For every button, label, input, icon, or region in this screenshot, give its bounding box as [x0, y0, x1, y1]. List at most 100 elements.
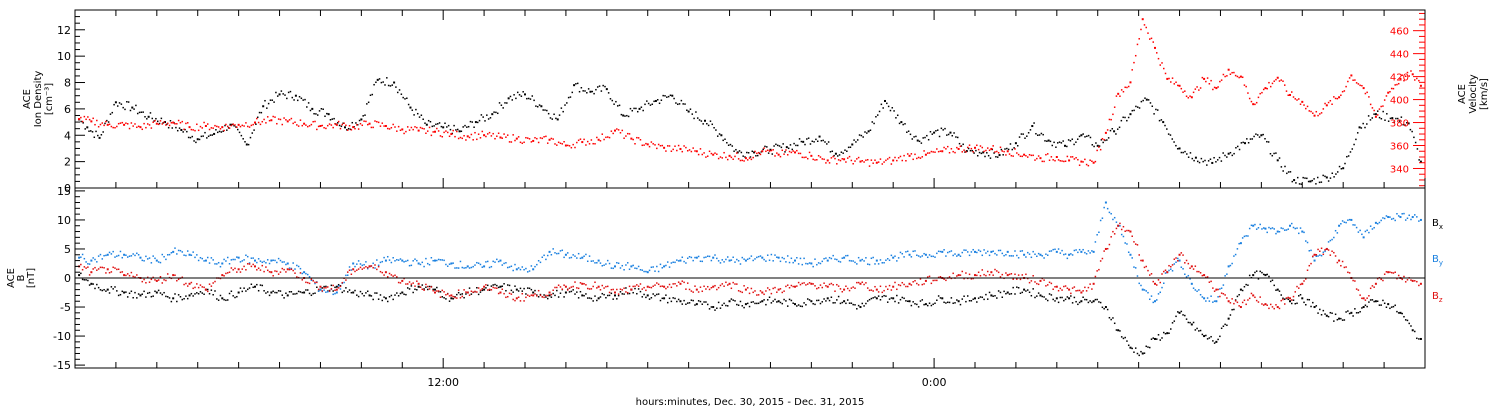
- density-sample: [1351, 148, 1354, 150]
- velocity-sample: [1077, 158, 1079, 161]
- by-sample: [1254, 223, 1256, 226]
- bz-sample: [296, 276, 298, 278]
- velocity-sample: [885, 159, 887, 162]
- bz-sample: [996, 270, 998, 272]
- bz-sample: [903, 283, 905, 286]
- bx-sample: [1257, 278, 1260, 280]
- density-sample: [815, 138, 817, 141]
- by-sample: [519, 268, 522, 271]
- density-sample: [355, 122, 357, 124]
- bx-sample: [196, 292, 198, 294]
- legend-bz-main: B: [1432, 291, 1439, 302]
- by-sample: [574, 255, 576, 257]
- density-sample: [680, 99, 683, 102]
- bz-sample: [539, 294, 542, 297]
- bz-sample: [1173, 258, 1176, 260]
- bx-sample: [428, 285, 431, 288]
- bz-sample: [1005, 272, 1007, 274]
- velocity-sample: [1280, 79, 1282, 81]
- density-sample: [396, 91, 399, 94]
- velocity-sample: [410, 126, 413, 129]
- by-point: [924, 253, 927, 256]
- velocity-sample: [87, 116, 89, 118]
- velocity-sample: [874, 159, 876, 161]
- density-sample: [636, 110, 639, 113]
- bx-sample: [394, 294, 396, 296]
- bx-sample: [792, 302, 794, 304]
- bz-sample: [1396, 277, 1398, 280]
- by-sample: [1122, 235, 1125, 238]
- density-sample: [635, 107, 637, 110]
- bx-sample: [936, 299, 938, 301]
- bx-sample: [1404, 319, 1407, 321]
- density-sample: [371, 93, 374, 96]
- bz-sample: [463, 289, 465, 291]
- bx-sample: [341, 291, 344, 294]
- density-sample: [433, 125, 435, 127]
- bz-point: [1374, 282, 1377, 285]
- bx-sample: [1268, 275, 1270, 278]
- density-sample: [162, 122, 164, 124]
- bx-point: [221, 297, 224, 300]
- bz-sample: [1343, 266, 1346, 269]
- bz-sample: [392, 275, 394, 277]
- bz-sample: [743, 285, 745, 287]
- velocity-sample: [128, 127, 131, 130]
- bz-sample: [916, 282, 918, 285]
- velocity-sample: [297, 125, 300, 127]
- by-sample: [1234, 253, 1237, 256]
- bx-sample: [710, 306, 713, 308]
- bz-sample: [496, 287, 498, 289]
- by-sample: [1220, 287, 1223, 289]
- density-sample: [1367, 115, 1370, 117]
- velocity-sample: [1355, 82, 1358, 84]
- velocity-sample: [526, 137, 529, 139]
- velocity-sample: [1194, 88, 1197, 90]
- bx-sample: [161, 293, 164, 296]
- density-sample: [693, 117, 695, 120]
- by-sample: [479, 263, 482, 266]
- by-sample: [572, 254, 574, 256]
- bz-sample: [465, 291, 467, 293]
- by-sample: [657, 270, 660, 273]
- by-sample: [496, 258, 498, 261]
- by-sample: [1078, 248, 1081, 251]
- bx-sample: [985, 293, 987, 296]
- velocity-point: [254, 121, 256, 124]
- density-sample: [596, 86, 599, 88]
- density-sample: [1144, 97, 1146, 99]
- bx-sample: [836, 299, 838, 301]
- bx-sample: [1066, 296, 1069, 298]
- density-point: [573, 84, 576, 87]
- density-point: [1031, 125, 1034, 128]
- bz-sample: [1406, 279, 1409, 281]
- velocity-point: [155, 122, 158, 125]
- bx-sample: [1254, 271, 1256, 274]
- by-sample: [390, 261, 393, 264]
- bx-point: [1276, 288, 1279, 291]
- velocity-point: [581, 141, 584, 144]
- velocity-point: [515, 137, 518, 140]
- density-point: [98, 136, 101, 139]
- bx-sample: [1343, 319, 1346, 321]
- by-sample: [625, 264, 627, 266]
- velocity-sample: [308, 125, 311, 127]
- by-sample: [1394, 219, 1396, 222]
- density-sample: [275, 91, 277, 94]
- bx-sample: [557, 296, 560, 298]
- bz-sample: [865, 282, 867, 284]
- bx-sample: [492, 284, 494, 286]
- by-sample: [972, 248, 974, 251]
- bx-sample: [101, 289, 104, 292]
- bz-sample: [1320, 247, 1323, 250]
- bz-sample: [157, 279, 160, 281]
- bz-sample: [1059, 287, 1062, 290]
- bx-sample: [1416, 337, 1418, 340]
- velocity-sample: [508, 141, 511, 143]
- by-sample: [550, 253, 553, 256]
- bx-sample: [294, 293, 296, 295]
- by-point: [1264, 227, 1267, 230]
- by-sample: [579, 257, 582, 260]
- by-sample: [1091, 250, 1093, 252]
